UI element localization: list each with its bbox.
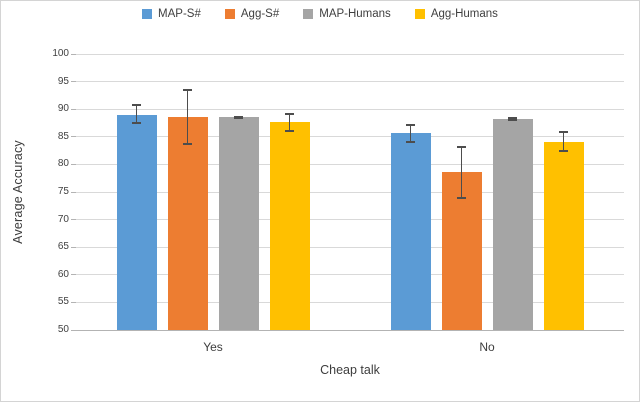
error-bar-cap-top [508,117,517,120]
legend-item: Agg-Humans [414,8,498,20]
error-bar-line [187,89,188,146]
y-tick-label: 60 [57,268,69,280]
error-bar-cap-top [183,89,192,92]
error-bar [508,117,517,121]
error-bar [234,115,243,120]
legend-marker-icon [303,9,314,19]
error-bar-cap-bottom [132,122,141,125]
y-tick-label: 85 [57,130,69,142]
error-bar-cap-bottom [285,130,294,133]
y-axis-tick [71,301,76,303]
bar [390,133,431,330]
y-axis-tick [71,81,76,83]
y-axis-tick [71,329,76,331]
error-bar-cap-bottom [183,143,192,146]
error-bar-cap-top [559,131,568,134]
error-bar [132,104,141,125]
error-bar-line [461,145,462,200]
legend-item: MAP-Humans [303,8,391,20]
error-bar [559,131,568,153]
bar [543,142,584,330]
error-bar-cap-top [285,113,294,116]
y-axis-tick [71,108,76,110]
error-bar [457,145,466,200]
error-bar-cap-bottom [559,150,568,153]
error-bar-cap-top [406,123,415,126]
y-axis-tick [71,191,76,193]
gridline [76,274,624,276]
error-bar-cap-bottom [457,197,466,200]
error-bar-cap-bottom [234,117,243,120]
y-tick-label: 50 [57,324,69,335]
y-tick-label: 95 [57,75,69,87]
gridline [76,81,624,83]
x-category-label: Yes [203,340,223,354]
y-tick-label: 65 [57,241,69,253]
y-axis-tick [71,136,76,138]
error-bar-cap-top [234,115,243,118]
x-axis-title: Cheap talk [320,363,380,377]
legend-marker-icon [224,9,235,19]
x-category-label: No [479,340,495,354]
y-tick-label: 100 [52,48,69,59]
error-bar-cap-bottom [508,118,517,121]
y-tick-label: 75 [57,186,69,197]
y-tick-label: 70 [57,213,69,225]
y-axis-title: Average Accuracy [11,140,25,244]
legend-label: Agg-S# [240,8,280,20]
y-axis-tick [71,274,76,276]
error-bar [406,123,415,143]
bar [167,117,208,330]
y-axis-tick [71,163,76,165]
gridline [76,246,624,248]
y-axis-tick [71,53,76,55]
legend-marker-icon [142,9,153,19]
gridline [76,53,624,55]
bar [116,114,157,330]
legend-marker-icon [414,9,425,19]
error-bar [183,89,192,146]
y-tick-label: 90 [57,103,69,115]
legend-item: Agg-S# [224,8,280,20]
gridline [76,219,624,221]
error-bar [285,113,294,133]
error-bar-line [563,131,564,153]
gridline [76,136,624,138]
error-bar-cap-top [132,104,141,107]
gridline [76,108,624,110]
error-bar-line [136,104,137,125]
bar [492,119,533,330]
error-bar-line [410,123,411,143]
legend-label: MAP-S# [158,8,201,20]
gridline [76,191,624,193]
legend-item: MAP-S# [142,8,201,20]
error-bar-line [289,113,290,133]
y-tick-label: 55 [57,296,69,308]
x-axis-line [74,329,624,331]
y-tick-label: 80 [57,158,69,170]
bar [269,122,310,330]
gridline [76,301,624,303]
y-axis-tick [71,219,76,221]
error-bar-cap-bottom [406,140,415,143]
bar [218,117,259,330]
gridline [76,163,624,165]
y-axis-tick [71,246,76,248]
legend-label: Agg-Humans [430,8,498,20]
legend-label: MAP-Humans [319,8,391,20]
chart-legend: MAP-S# Agg-S# MAP-Humans Agg-Humans [1,8,639,20]
error-bar-cap-top [457,145,466,148]
